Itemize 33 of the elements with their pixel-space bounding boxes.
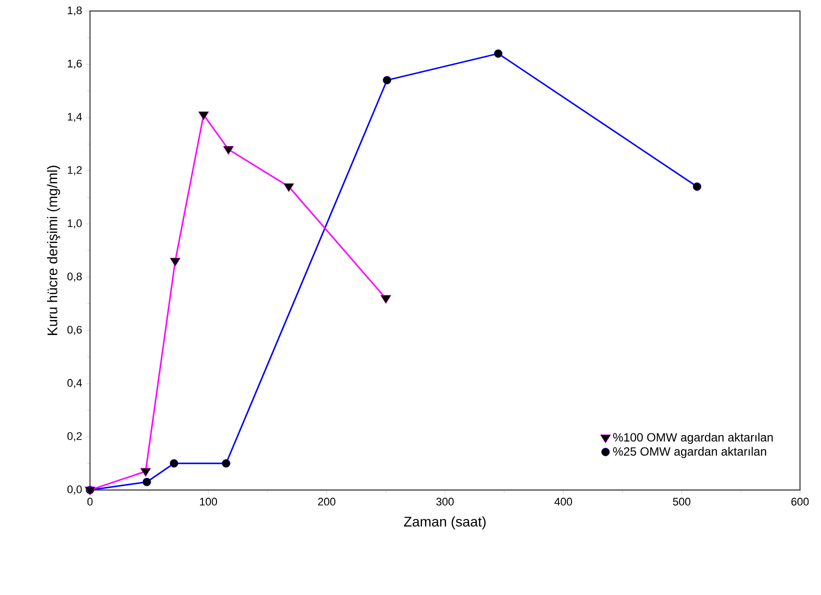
point — [692, 182, 702, 191]
y-tick-label: 0,4 — [67, 379, 82, 388]
y-tick-label: 0,8 — [67, 272, 82, 282]
point — [222, 459, 230, 468]
x-axis-title: Zaman (saat) — [404, 516, 486, 530]
point — [283, 183, 294, 192]
x-tick-label: 600 — [791, 498, 809, 506]
y-tick-label: 0,0 — [67, 485, 82, 495]
y-axis-title: Kuru hücre derişimi (mg/ml) — [47, 166, 60, 335]
point — [170, 459, 178, 468]
y-tick-label: 1,8 — [68, 6, 82, 16]
y-tick-label: 0,6 — [67, 326, 82, 335]
point — [223, 146, 234, 155]
point — [142, 478, 151, 486]
y-tick-label: 1,4 — [68, 112, 82, 122]
legend-label: %25 OMW agardan aktarılan — [613, 446, 766, 458]
legend-label: %100 OMW agardan aktarılan — [613, 432, 773, 444]
x-tick-label: 400 — [554, 498, 572, 506]
point — [170, 258, 181, 267]
y-tick-label: 1,0 — [68, 219, 82, 228]
y-tick-label: 0,2 — [67, 432, 82, 442]
x-tick-label: 300 — [436, 498, 454, 506]
point — [494, 49, 502, 58]
x-tick-label: 500 — [672, 498, 690, 506]
point — [382, 76, 392, 84]
point — [140, 468, 151, 477]
x-tick-label: 100 — [200, 498, 218, 506]
x-tick-label: 200 — [318, 498, 336, 506]
y-tick-label: 1,6 — [68, 60, 82, 69]
y-tick-label: 1,2 — [68, 166, 82, 176]
point — [198, 111, 209, 120]
point — [380, 295, 392, 304]
x-tick-label: 0 — [87, 498, 93, 506]
